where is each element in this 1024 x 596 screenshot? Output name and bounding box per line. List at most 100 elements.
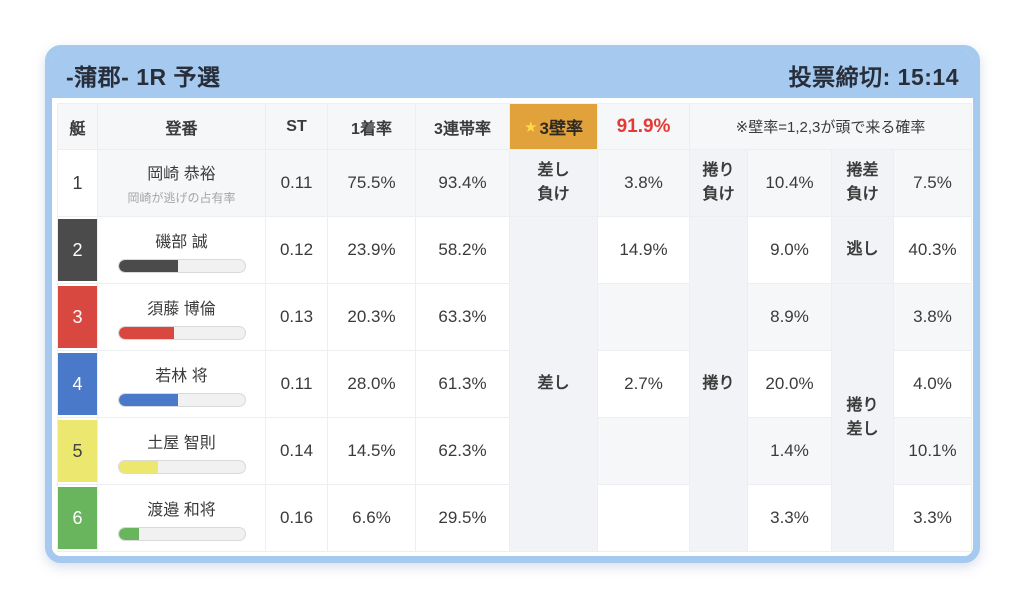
win-rate-value: 6.6%	[327, 484, 416, 552]
boat-number: 2	[58, 219, 97, 281]
col-header-top3-rate: 3連帯率	[415, 103, 510, 150]
makuri-lose-label: 捲り 負け	[689, 149, 748, 217]
top3-rate-value: 62.3%	[415, 417, 510, 485]
third-value: 10.1%	[892, 417, 973, 485]
star-icon: ★	[524, 118, 538, 136]
win-rate-value: 20.3%	[327, 283, 416, 351]
makuri-value: 3.3%	[747, 484, 832, 552]
share-progress-fill	[118, 527, 139, 540]
racer-name: 岡崎 恭裕	[147, 166, 216, 183]
win-rate-value: 23.9%	[327, 216, 416, 284]
share-progress-fill	[118, 326, 174, 339]
nigashi-label: 逃し	[831, 216, 894, 284]
race-card-body: 艇 登番 ST 1着率 3連帯率 ★ 3壁率 91.9% ※壁率=1,2,3が頭で…	[52, 98, 973, 556]
col-header-win-rate: 1着率	[327, 103, 416, 150]
st-value: 0.16	[265, 484, 328, 552]
racer-cell: 岡崎 恭裕 岡崎が逃げの占有率	[97, 149, 266, 217]
win-rate-value: 14.5%	[327, 417, 416, 485]
share-progress-fill	[118, 460, 158, 473]
st-value: 0.12	[265, 216, 328, 284]
racer-name: 若林 将	[155, 367, 208, 385]
share-progress-bar	[117, 526, 246, 541]
win-rate-value: 75.5%	[327, 149, 416, 217]
racer-name: 渡邉 和将	[147, 501, 216, 519]
racer-row-4: 4 若林 将 0.11 28.0% 61.3% 2.7% 20.0% 4.0%	[57, 350, 973, 418]
stats-table: 艇 登番 ST 1着率 3連帯率 ★ 3壁率 91.9% ※壁率=1,2,3が頭で…	[57, 103, 973, 552]
col-header-st: ST	[265, 103, 328, 150]
makuri-value: 20.0%	[747, 350, 832, 418]
sashi-label: 差し	[509, 216, 598, 552]
vote-deadline: 投票締切: 15:14	[788, 64, 959, 90]
boat-number: 3	[58, 286, 97, 348]
top3-rate-value: 29.5%	[415, 484, 510, 552]
boat-number: 1	[58, 152, 97, 214]
racer-row-1: 1 岡崎 恭裕 岡崎が逃げの占有率 0.11 75.5% 93.4% 差し 負け…	[57, 149, 973, 217]
share-progress-fill	[118, 393, 178, 406]
racer-cell: 須藤 博倫	[97, 283, 266, 351]
boat-number-cell: 3	[57, 283, 98, 351]
makurisashi-lose-label: 捲差 負け	[831, 149, 894, 217]
third-value: 4.0%	[892, 350, 973, 418]
sashi-value	[597, 484, 690, 552]
st-value: 0.11	[265, 149, 328, 217]
racer-name: 土屋 智則	[147, 434, 216, 452]
racer-cell: 若林 将	[97, 350, 266, 418]
racer-row-5: 5 土屋 智則 0.14 14.5% 62.3% 1.4% 10.1%	[57, 417, 973, 485]
third-value: 3.3%	[892, 484, 973, 552]
sashi-lose-value: 3.8%	[597, 149, 690, 217]
wall-rate-button[interactable]: ★ 3壁率	[510, 104, 597, 149]
sashi-value: 14.9%	[597, 216, 690, 284]
share-progress-fill	[118, 259, 178, 272]
racer-sub-label: 岡崎が逃げの占有率	[127, 191, 236, 205]
racer-cell: 土屋 智則	[97, 417, 266, 485]
racer-name: 須藤 博倫	[147, 300, 216, 318]
col-header-boat: 艇	[57, 103, 98, 150]
makurisashi-lose-value: 7.5%	[892, 149, 973, 217]
makuri-value: 9.0%	[747, 216, 832, 284]
boat-number: 5	[58, 420, 97, 482]
wall-rate-note: ※壁率=1,2,3が頭で来る確率	[688, 103, 973, 150]
win-rate-value: 28.0%	[327, 350, 416, 418]
racer-row-3: 3 須藤 博倫 0.13 20.3% 63.3% 8.9% 捲り	[57, 283, 973, 552]
makuri-lose-value: 10.4%	[747, 149, 832, 217]
header-row: 艇 登番 ST 1着率 3連帯率 ★ 3壁率 91.9% ※壁率=1,2,3が頭で…	[57, 103, 973, 150]
share-progress-bar	[117, 459, 246, 474]
boat-number-cell: 4	[57, 350, 98, 418]
top3-rate-value: 93.4%	[415, 149, 510, 217]
top3-rate-value: 61.3%	[415, 350, 510, 418]
boat-number-cell: 5	[57, 417, 98, 485]
boat-number: 6	[58, 487, 97, 549]
share-progress-bar	[117, 392, 246, 407]
third-value: 40.3%	[892, 216, 973, 284]
race-card-header: -蒲郡- 1R 予選 投票締切: 15:14	[52, 52, 973, 98]
third-value: 3.8%	[892, 283, 973, 351]
wall-rate-header: ★ 3壁率	[509, 103, 598, 150]
racer-name: 磯部 誠	[155, 233, 208, 251]
race-title: -蒲郡- 1R 予選	[66, 64, 221, 90]
sashi-lose-label: 差し 負け	[509, 149, 598, 217]
racer-cell: 磯部 誠	[97, 216, 266, 284]
share-progress-bar	[117, 325, 246, 340]
top3-rate-value: 58.2%	[415, 216, 510, 284]
st-value: 0.14	[265, 417, 328, 485]
wall-rate-value: 91.9%	[597, 103, 690, 150]
st-value: 0.13	[265, 283, 328, 351]
boat-number-cell: 2	[57, 216, 98, 284]
share-progress-bar	[117, 258, 246, 273]
sashi-value: 2.7%	[597, 350, 690, 418]
boat-number: 4	[58, 353, 97, 415]
race-card: -蒲郡- 1R 予選 投票締切: 15:14 艇 登番 ST 1着率 3連帯率	[45, 45, 980, 563]
wall-rate-label: 3壁率	[539, 119, 583, 138]
makurisashi-label: 捲り 差し	[831, 283, 894, 552]
racer-cell: 渡邉 和将	[97, 484, 266, 552]
racer-row-2: 2 磯部 誠 0.12 23.9% 58.2% 差し 14.9% 捲り 9.0%	[57, 216, 973, 552]
boat-number-cell: 6	[57, 484, 98, 552]
makuri-label: 捲り	[689, 216, 748, 552]
racer-row-6: 6 渡邉 和将 0.16 6.6% 29.5% 3.3% 3.3%	[57, 484, 973, 552]
sashi-value	[597, 417, 690, 485]
boat-number-cell: 1	[57, 149, 98, 217]
makuri-value: 1.4%	[747, 417, 832, 485]
makuri-value: 8.9%	[747, 283, 832, 351]
st-value: 0.11	[265, 350, 328, 418]
col-header-entry: 登番	[97, 103, 266, 150]
